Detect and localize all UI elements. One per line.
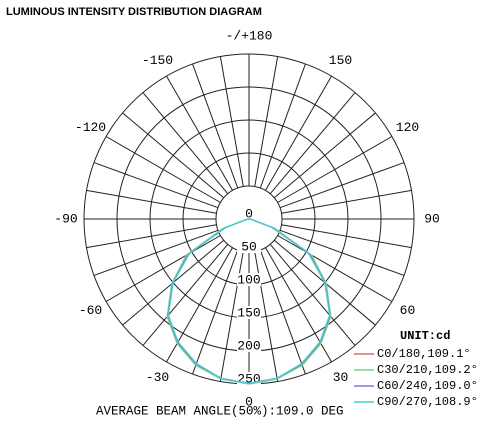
grid-spoke [273,112,376,199]
legend-label: C60/240,109.0° [377,379,478,393]
chart-title: LUMINOUS INTENSITY DISTRIBUTION DIAGRAM [6,6,262,18]
grid-spoke [166,247,233,363]
grid-spoke [86,224,217,249]
angle-tick-label: 120 [396,120,419,135]
angle-tick-label: -90 [54,211,77,226]
grid-spoke [105,235,221,302]
grid-spoke [86,189,217,214]
legend-label: C0/180,109.1° [377,347,471,361]
angle-tick-label: -60 [79,303,102,318]
angle-tick-label: 90 [424,211,440,226]
grid-spoke [166,75,233,191]
radial-tick-label: 50 [241,239,257,254]
grid-spoke [142,92,229,195]
radial-tick-label: 100 [237,272,260,287]
tick-label-bg [237,306,261,319]
grid-spoke [192,249,239,375]
grid-spoke [93,229,219,276]
grid-spoke [265,75,332,191]
grid-spoke [269,243,356,346]
grid-spoke [192,63,239,189]
radial-tick-label: 200 [237,338,260,353]
grid-spoke [281,224,412,249]
grid-spoke [142,243,229,346]
angle-tick-label: -30 [146,370,169,385]
legend-label: C90/270,108.9° [377,395,478,409]
grid-spoke [269,92,356,195]
angle-tick-label: 150 [329,53,352,68]
grid-spoke [105,136,221,203]
grid-spoke [259,249,306,375]
angle-tick-label: -/+180 [226,28,273,43]
grid-spoke [281,189,412,214]
grid-spoke [122,112,225,199]
radial-tick-label: 0 [245,206,253,221]
angle-tick-label: 30 [333,370,349,385]
angle-tick-label: -120 [75,120,106,135]
legend-label: C30/210,109.2° [377,363,478,377]
radial-tick-label: 150 [237,305,260,320]
tick-label-bg [237,240,261,253]
tick-label-bg [237,207,261,220]
tick-label-bg [237,273,261,286]
grid-spoke [254,56,279,187]
angle-tick-label: 60 [400,303,416,318]
grid-spoke [277,136,393,203]
grid-spoke [277,235,393,302]
unit-label: UNIT:cd [400,329,450,343]
angle-tick-label: 0 [245,394,253,409]
grid-spoke [279,229,405,276]
grid-spoke [93,162,219,209]
annotation: AVERAGE BEAM ANGLE(50%):109.0 DEG [96,404,344,418]
grid-spoke [259,63,306,189]
intensity-curve [167,218,331,385]
grid-spoke [279,162,405,209]
grid-spoke [219,56,244,187]
grid-spoke [265,247,332,363]
angle-tick-label: -150 [142,53,173,68]
tick-label-bg [237,339,261,352]
